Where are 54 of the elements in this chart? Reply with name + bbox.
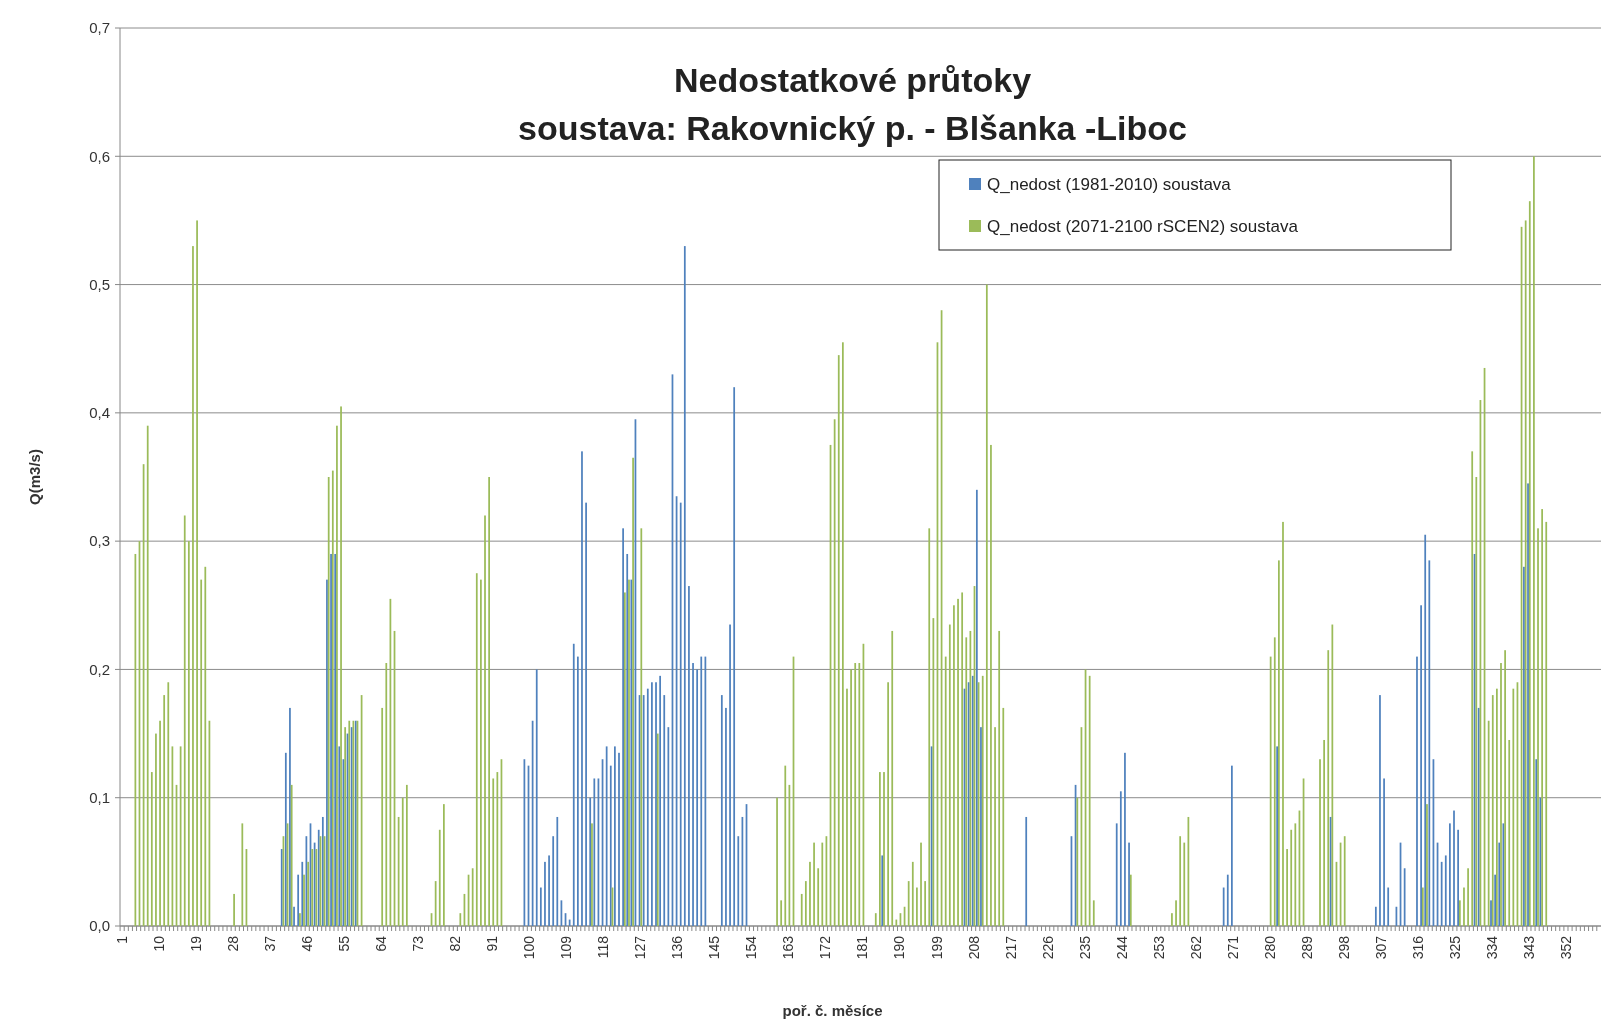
y-tick-label: 0,2 bbox=[89, 660, 110, 678]
y-tick-label: 0,1 bbox=[89, 788, 110, 806]
x-tick-label: 316 bbox=[1409, 935, 1426, 960]
y-tick-label: 0,5 bbox=[89, 275, 110, 293]
x-tick-label: 181 bbox=[854, 935, 871, 960]
x-tick-label: 100 bbox=[521, 935, 538, 960]
x-tick-label: 64 bbox=[373, 935, 390, 952]
x-tick-label: 226 bbox=[1039, 935, 1056, 960]
y-tick-label: 0,6 bbox=[89, 147, 110, 165]
x-tick-label: 145 bbox=[706, 935, 723, 960]
x-tick-label: 199 bbox=[928, 935, 945, 960]
x-tick-label: 10 bbox=[151, 935, 168, 952]
x-tick-label: 334 bbox=[1483, 935, 1500, 960]
x-tick-label: 136 bbox=[669, 935, 686, 960]
x-tick-label: 55 bbox=[336, 935, 353, 952]
legend-label: Q_nedost (1981-2010) soustava bbox=[987, 174, 1232, 194]
y-axis-title: Q(m3/s) bbox=[26, 449, 43, 505]
y-tick-label: 0,0 bbox=[89, 917, 110, 935]
x-tick-label: 109 bbox=[558, 935, 575, 960]
x-tick-label: 208 bbox=[965, 935, 982, 960]
x-tick-label: 127 bbox=[632, 935, 649, 960]
x-tick-label: 82 bbox=[447, 935, 464, 952]
x-tick-label: 343 bbox=[1520, 935, 1537, 960]
x-axis-title: poř. č. měsíce bbox=[782, 1002, 883, 1019]
x-tick-label: 73 bbox=[410, 935, 427, 952]
x-tick-label: 307 bbox=[1372, 935, 1389, 960]
x-tick-label: 289 bbox=[1298, 935, 1315, 960]
x-tick-label: 217 bbox=[1002, 935, 1019, 960]
y-tick-label: 0,7 bbox=[89, 19, 110, 37]
y-tick-label: 0,3 bbox=[89, 532, 110, 550]
x-tick-label: 163 bbox=[780, 935, 797, 960]
x-tick-label: 118 bbox=[595, 935, 612, 959]
x-tick-label: 91 bbox=[484, 935, 501, 952]
x-tick-label: 28 bbox=[225, 935, 242, 952]
x-tick-label: 271 bbox=[1224, 935, 1241, 960]
x-tick-label: 37 bbox=[262, 935, 279, 952]
x-tick-label: 325 bbox=[1446, 935, 1463, 960]
legend-label: Q_nedost (2071-2100 rSCEN2) soustava bbox=[987, 216, 1299, 236]
x-tick-label: 154 bbox=[743, 935, 760, 960]
x-tick-label: 46 bbox=[299, 935, 316, 952]
x-tick-label: 352 bbox=[1557, 935, 1574, 960]
x-tick-label: 298 bbox=[1335, 935, 1352, 960]
x-tick-label: 262 bbox=[1187, 935, 1204, 960]
x-tick-label: 280 bbox=[1261, 935, 1278, 960]
x-tick-label: 190 bbox=[891, 935, 908, 960]
text: Nedostatkové průtoky bbox=[673, 61, 1032, 99]
x-tick-label: 244 bbox=[1113, 935, 1130, 960]
x-tick-label: 1 bbox=[114, 935, 131, 944]
x-tick-label: 19 bbox=[188, 935, 205, 952]
x-tick-label: 253 bbox=[1150, 935, 1167, 960]
x-tick-label: 172 bbox=[817, 935, 834, 960]
y-tick-label: 0,4 bbox=[89, 404, 110, 422]
text: soustava: Rakovnický p. - Blšanka -Liboc bbox=[518, 109, 1187, 147]
x-tick-label: 235 bbox=[1076, 935, 1093, 960]
